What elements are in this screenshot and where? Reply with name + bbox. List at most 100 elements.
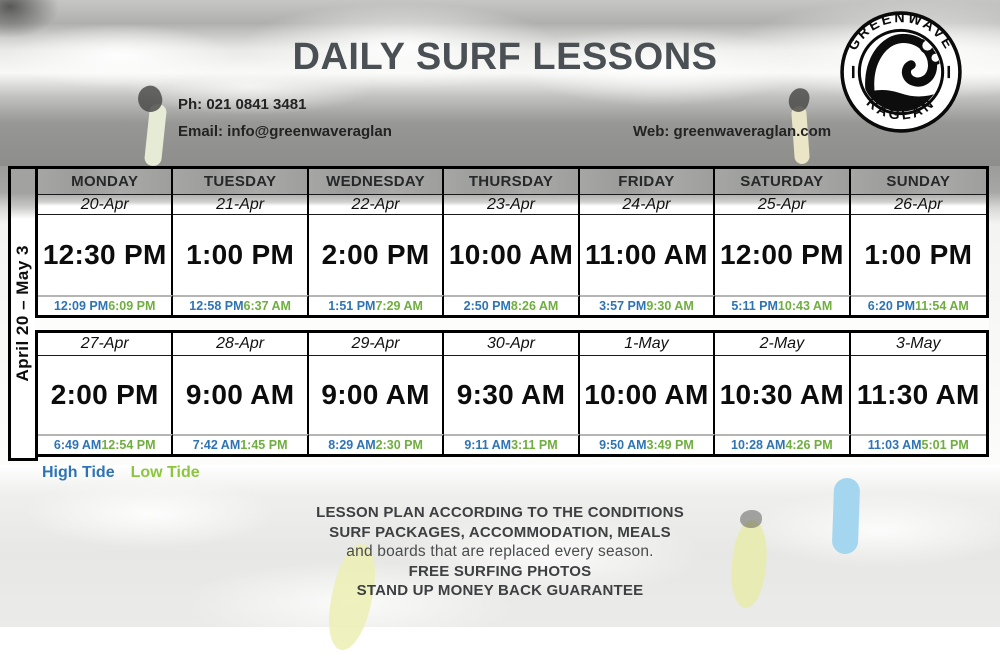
low-tide-time: 7:29 AM <box>375 299 423 313</box>
date-cell: 22-Apr <box>308 195 445 215</box>
lesson-time-cell: 11:00 AM <box>579 215 716 295</box>
date-cell: 24-Apr <box>579 195 716 215</box>
lesson-time-cell: 2:00 PM <box>38 356 174 434</box>
header-photo-background <box>0 0 1000 166</box>
lesson-time-cell: 10:00 AM <box>444 215 580 295</box>
lesson-time-cell: 10:00 AM <box>579 356 716 434</box>
low-tide-time: 3:11 PM <box>511 438 558 452</box>
week-1-block: MONDAY TUESDAY WEDNESDAY THURSDAY FRIDAY… <box>35 166 989 318</box>
tide-cell: 6:49 AM 12:54 PM <box>38 434 174 454</box>
footer-line-boards: and boards that are replaced every seaso… <box>346 543 654 560</box>
low-tide-time: 12:54 PM <box>101 438 156 452</box>
date-cell: 29-Apr <box>308 333 445 356</box>
tide-cell: 1:51 PM 7:29 AM <box>308 295 445 315</box>
tide-cell: 2:50 PM 8:26 AM <box>444 295 580 315</box>
lesson-time-cell: 9:00 AM <box>173 356 309 434</box>
weeks-container: MONDAY TUESDAY WEDNESDAY THURSDAY FRIDAY… <box>35 166 989 461</box>
date-cell: 30-Apr <box>444 333 580 356</box>
page-title: DAILY SURF LESSONS <box>292 36 718 78</box>
high-tide-legend-label: High Tide <box>42 464 115 481</box>
tide-cell: 3:57 PM 9:30 AM <box>579 295 716 315</box>
week-separator <box>35 318 989 330</box>
high-tide-time: 9:50 AM <box>599 438 647 452</box>
email-text: Email: info@greenwaveraglan <box>178 123 392 140</box>
low-tide-time: 2:30 PM <box>375 438 423 452</box>
tide-legend: High Tide Low Tide <box>42 464 200 482</box>
high-tide-time: 12:58 PM <box>189 299 244 313</box>
date-cell: 27-Apr <box>38 333 174 356</box>
day-header-monday: MONDAY <box>38 169 174 195</box>
low-tide-time: 10:43 AM <box>777 299 833 313</box>
high-tide-time: 7:42 AM <box>192 438 241 452</box>
surfer-silhouette-bottom <box>740 510 762 528</box>
lesson-time-cell: 9:30 AM <box>444 356 580 434</box>
low-tide-time: 6:09 PM <box>108 299 156 313</box>
day-header-thursday: THURSDAY <box>444 169 580 195</box>
low-tide-time: 6:37 AM <box>243 299 291 313</box>
high-tide-time: 6:49 AM <box>53 438 102 452</box>
day-header-sunday: SUNDAY <box>850 169 986 195</box>
tide-cell: 7:42 AM 1:45 PM <box>173 434 309 454</box>
tide-cell: 10:28 AM 4:26 PM <box>715 434 851 454</box>
tide-cell: 11:03 AM 5:01 PM <box>850 434 986 454</box>
schedule-table: April 20 – May 3 MONDAY TUESDAY WEDNESDA… <box>8 166 989 461</box>
date-cell: 25-Apr <box>715 195 851 215</box>
wave-icon: GREENWAVE RAGLAN <box>840 10 962 133</box>
low-tide-time: 1:45 PM <box>240 438 288 452</box>
tide-cell: 5:11 PM 10:43 AM <box>715 295 851 315</box>
lesson-time-cell: 2:00 PM <box>308 215 445 295</box>
footer-line-conditions: LESSON PLAN ACCORDING TO THE CONDITIONS <box>316 504 684 521</box>
low-tide-time: 11:54 AM <box>915 299 969 313</box>
tide-cell: 8:29 AM 2:30 PM <box>308 434 445 454</box>
tide-cell: 12:09 PM 6:09 PM <box>38 295 174 315</box>
tide-cell: 9:11 AM 3:11 PM <box>444 434 580 454</box>
low-tide-legend-label: Low Tide <box>130 464 200 481</box>
greenwave-raglan-logo: GREENWAVE RAGLAN <box>838 9 964 135</box>
low-tide-time: 3:49 PM <box>646 438 694 452</box>
lesson-time-cell: 9:00 AM <box>308 356 445 434</box>
day-header-tuesday: TUESDAY <box>173 169 309 195</box>
high-tide-time: 5:11 PM <box>731 299 778 313</box>
phone-text: Ph: 021 0841 3481 <box>178 96 307 113</box>
date-cell: 23-Apr <box>444 195 580 215</box>
high-tide-time: 10:28 AM <box>731 438 786 452</box>
high-tide-time: 9:11 AM <box>464 438 512 452</box>
footer-line-guarantee: STAND UP MONEY BACK GUARANTEE <box>356 582 644 599</box>
lesson-time-cell: 10:30 AM <box>715 356 851 434</box>
footer-notes: LESSON PLAN ACCORDING TO THE CONDITIONS … <box>0 503 1000 601</box>
low-tide-time: 4:26 PM <box>785 438 833 452</box>
date-cell: 21-Apr <box>173 195 309 215</box>
lesson-time-cell: 1:00 PM <box>850 215 986 295</box>
day-header-saturday: SATURDAY <box>715 169 851 195</box>
lesson-time-cell: 11:30 AM <box>850 356 986 434</box>
high-tide-time: 6:20 PM <box>867 299 916 313</box>
tide-cell: 9:50 AM 3:49 PM <box>579 434 716 454</box>
day-header-friday: FRIDAY <box>579 169 716 195</box>
day-header-wednesday: WEDNESDAY <box>308 169 445 195</box>
week-2-block: 27-Apr 28-Apr 29-Apr 30-Apr 1-May 2-May … <box>35 330 989 457</box>
high-tide-time: 3:57 PM <box>599 299 647 313</box>
footer-line-photos: FREE SURFING PHOTOS <box>408 562 592 580</box>
high-tide-time: 2:50 PM <box>463 299 511 313</box>
date-cell: 1-May <box>579 333 716 356</box>
low-tide-time: 5:01 PM <box>921 438 969 452</box>
high-tide-time: 8:29 AM <box>328 438 376 452</box>
date-cell: 2-May <box>715 333 851 356</box>
low-tide-time: 8:26 AM <box>510 299 559 313</box>
high-tide-time: 1:51 PM <box>328 299 376 313</box>
date-cell: 3-May <box>850 333 986 356</box>
low-tide-time: 9:30 AM <box>646 299 694 313</box>
lesson-time-cell: 12:30 PM <box>38 215 174 295</box>
tide-cell: 6:20 PM 11:54 AM <box>850 295 986 315</box>
date-cell: 26-Apr <box>850 195 986 215</box>
website-text: Web: greenwaveraglan.com <box>633 123 832 140</box>
lesson-time-cell: 1:00 PM <box>173 215 309 295</box>
lesson-time-cell: 12:00 PM <box>715 215 851 295</box>
high-tide-time: 11:03 AM <box>867 438 922 452</box>
footer-line-packages: SURF PACKAGES, ACCOMMODATION, MEALS <box>329 523 671 541</box>
date-cell: 28-Apr <box>173 333 309 356</box>
date-cell: 20-Apr <box>38 195 174 215</box>
date-range-label: April 20 – May 3 <box>8 166 38 461</box>
tide-cell: 12:58 PM 6:37 AM <box>173 295 309 315</box>
high-tide-time: 12:09 PM <box>53 299 109 313</box>
